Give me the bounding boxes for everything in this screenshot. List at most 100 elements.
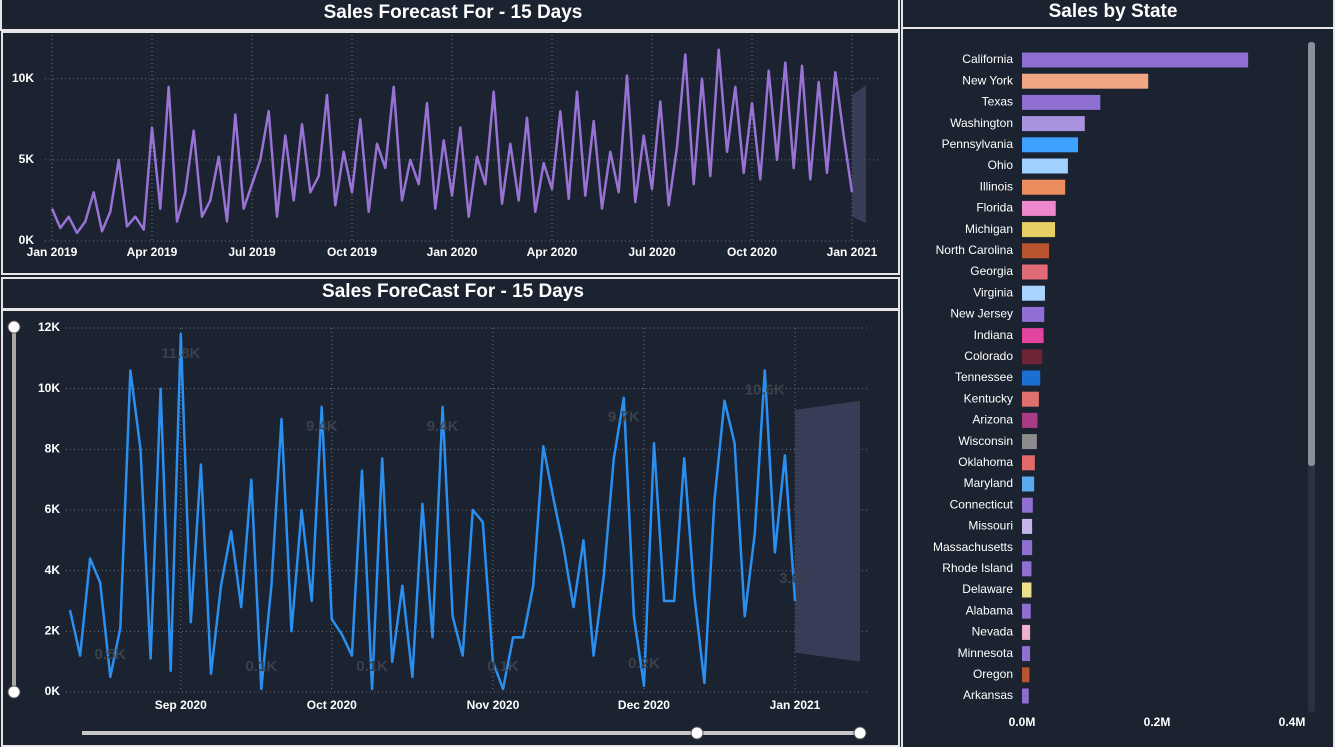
state-label: Texas bbox=[982, 95, 1013, 109]
bar bbox=[1022, 52, 1249, 68]
y-tick-label: 6K bbox=[45, 502, 61, 516]
data-label: 9.4K bbox=[427, 418, 459, 435]
state-label: Minnesota bbox=[958, 646, 1014, 660]
x-tick-label: Apr 2020 bbox=[527, 245, 578, 259]
x-tick-label: Jul 2019 bbox=[228, 245, 276, 259]
y-tick-label: 10K bbox=[12, 71, 34, 85]
y-slider-handle-bottom[interactable] bbox=[7, 685, 21, 699]
state-label: Missouri bbox=[968, 519, 1013, 533]
bar bbox=[1022, 264, 1048, 280]
x-slider-handle-left[interactable] bbox=[690, 726, 704, 740]
state-label: Colorado bbox=[964, 349, 1013, 363]
data-label: 9.7K bbox=[608, 409, 640, 426]
x-tick-label: Oct 2020 bbox=[727, 245, 777, 259]
bar bbox=[1022, 624, 1031, 640]
y-tick-label: 0K bbox=[19, 233, 35, 247]
x-tick-label: Dec 2020 bbox=[618, 698, 670, 712]
sales-line bbox=[68, 332, 797, 691]
bar bbox=[1022, 73, 1149, 89]
state-label: Pennsylvania bbox=[942, 137, 1014, 151]
state-label: Alabama bbox=[966, 603, 1014, 617]
data-label: 9.4K bbox=[306, 418, 338, 435]
top-chart-frame bbox=[1, 31, 900, 275]
bar bbox=[1022, 243, 1049, 259]
bar bbox=[1022, 94, 1101, 110]
y-tick-label: 10K bbox=[38, 381, 60, 395]
bar bbox=[1022, 476, 1035, 492]
x-tick-label: Jan 2021 bbox=[770, 698, 821, 712]
state-label: Tennessee bbox=[955, 370, 1013, 384]
state-label: Florida bbox=[976, 201, 1013, 215]
data-label: 0.1K bbox=[356, 658, 388, 675]
state-label: Wisconsin bbox=[958, 434, 1013, 448]
bar bbox=[1022, 434, 1037, 450]
forecast-band bbox=[852, 85, 866, 224]
x-tick-label: Jan 2021 bbox=[827, 245, 878, 259]
y-tick-label: 0K bbox=[45, 684, 61, 698]
bar bbox=[1022, 667, 1030, 683]
state-label: Washington bbox=[950, 116, 1013, 130]
bar bbox=[1022, 137, 1079, 153]
bar bbox=[1022, 328, 1044, 344]
state-chart-title: Sales by State bbox=[1049, 1, 1178, 22]
data-label: 11.8K bbox=[161, 345, 200, 362]
state-label: Arizona bbox=[972, 413, 1013, 427]
state-label: Arkansas bbox=[963, 688, 1013, 702]
bar bbox=[1022, 179, 1066, 195]
x-tick-label: Nov 2020 bbox=[467, 698, 520, 712]
bar bbox=[1022, 561, 1032, 577]
bar bbox=[1022, 603, 1031, 619]
bar bbox=[1022, 222, 1056, 238]
bar bbox=[1022, 391, 1039, 407]
x-tick-label: Apr 2019 bbox=[127, 245, 178, 259]
bar bbox=[1022, 200, 1056, 216]
state-label: Kentucky bbox=[964, 391, 1013, 405]
state-label: Massachusetts bbox=[933, 540, 1013, 554]
bar bbox=[1022, 455, 1035, 471]
state-label: North Carolina bbox=[936, 243, 1014, 257]
x-tick-label: Jul 2020 bbox=[628, 245, 676, 259]
bar bbox=[1022, 646, 1031, 662]
state-label: New York bbox=[962, 73, 1014, 87]
state-label: Michigan bbox=[965, 222, 1013, 236]
bar bbox=[1022, 540, 1033, 556]
state-label: Connecticut bbox=[950, 497, 1014, 511]
y-tick-label: 8K bbox=[45, 442, 61, 456]
state-label: Indiana bbox=[974, 328, 1014, 342]
bar bbox=[1022, 688, 1029, 704]
y-tick-label: 12K bbox=[38, 320, 60, 334]
y-tick-label: 5K bbox=[19, 152, 35, 166]
x-tick-label: Jan 2019 bbox=[27, 245, 78, 259]
bar bbox=[1022, 306, 1045, 322]
bar bbox=[1022, 412, 1038, 428]
top-chart-title: Sales Forecast For - 15 Days bbox=[324, 2, 583, 23]
y-tick-label: 4K bbox=[45, 563, 61, 577]
x-slider-handle-right[interactable] bbox=[853, 726, 867, 740]
x-tick-label: Oct 2019 bbox=[327, 245, 377, 259]
bar bbox=[1022, 582, 1032, 598]
state-label: California bbox=[962, 52, 1013, 66]
bar bbox=[1022, 158, 1068, 174]
scroll-thumb[interactable] bbox=[1308, 42, 1315, 466]
bar bbox=[1022, 116, 1085, 132]
bar bbox=[1022, 349, 1043, 365]
bottom-chart-frame bbox=[1, 309, 900, 747]
data-label: 0.1K bbox=[245, 658, 277, 675]
state-label: Oklahoma bbox=[958, 455, 1013, 469]
data-label: 10.6K bbox=[745, 381, 785, 398]
data-label: 0.1K bbox=[487, 658, 519, 675]
state-label: Ohio bbox=[988, 158, 1014, 172]
bar bbox=[1022, 518, 1033, 534]
x-tick-label: Jan 2020 bbox=[427, 245, 478, 259]
y-tick-label: 2K bbox=[45, 624, 61, 638]
state-label: Delaware bbox=[962, 582, 1013, 596]
state-label: Rhode Island bbox=[942, 561, 1013, 575]
bar bbox=[1022, 497, 1033, 513]
y-slider-handle-top[interactable] bbox=[7, 320, 21, 334]
state-label: Maryland bbox=[964, 476, 1013, 490]
x-tick-label: 0.4M bbox=[1279, 715, 1306, 729]
x-tick-label: 0.2M bbox=[1144, 715, 1171, 729]
state-label: Illinois bbox=[980, 179, 1013, 193]
